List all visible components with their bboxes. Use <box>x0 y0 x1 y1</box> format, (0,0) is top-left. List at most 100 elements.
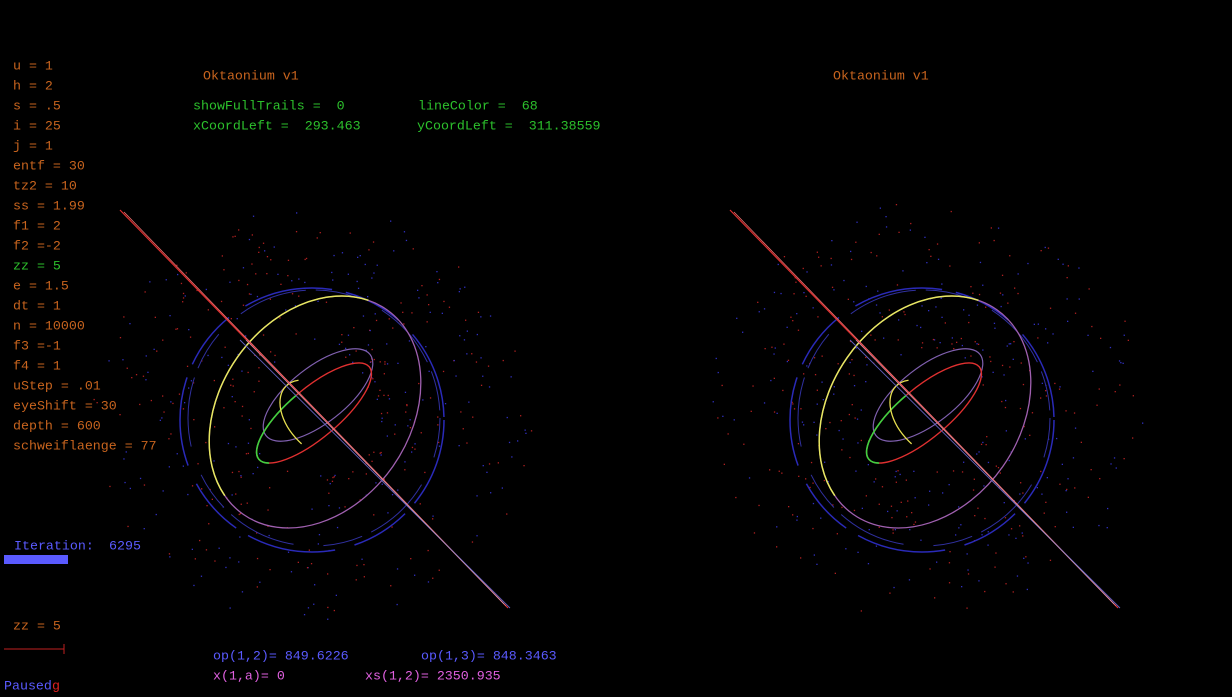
particle <box>936 471 938 473</box>
particle <box>1088 288 1090 290</box>
particle <box>188 329 190 331</box>
particle <box>234 235 236 237</box>
particle <box>404 461 406 463</box>
particle <box>1123 334 1125 336</box>
particle <box>800 408 802 410</box>
particle <box>1040 470 1042 473</box>
particle <box>1120 362 1122 364</box>
particle <box>165 279 167 281</box>
particle <box>194 558 196 560</box>
particle <box>328 492 330 494</box>
particle <box>267 509 269 511</box>
particle <box>1020 482 1022 484</box>
particle <box>717 371 719 374</box>
particle <box>1024 438 1026 440</box>
particle <box>392 327 394 329</box>
particle <box>773 353 775 355</box>
particle <box>942 492 944 494</box>
particle <box>1074 487 1076 489</box>
particle <box>722 415 724 417</box>
app-title: Oktaonium v1 <box>203 69 299 84</box>
particle <box>384 363 386 365</box>
particle <box>172 402 174 405</box>
particle <box>827 481 829 483</box>
particle <box>205 288 207 291</box>
particle <box>248 419 250 421</box>
particle <box>1056 437 1058 440</box>
particle <box>145 355 147 357</box>
particle <box>127 525 129 528</box>
particle <box>256 532 258 534</box>
particle <box>242 267 245 269</box>
particle <box>364 263 366 266</box>
particle <box>391 526 393 528</box>
particle <box>978 451 980 453</box>
particle <box>840 420 842 422</box>
particle <box>150 399 152 402</box>
particle <box>982 349 984 351</box>
particle <box>386 363 389 365</box>
particle <box>296 212 298 214</box>
particle <box>168 553 171 555</box>
particle <box>388 398 391 400</box>
particle <box>269 569 271 571</box>
particle <box>893 586 895 589</box>
particle <box>214 426 216 428</box>
particle <box>511 456 513 458</box>
particle <box>823 479 825 482</box>
particle <box>875 545 878 547</box>
particle <box>482 375 484 377</box>
particle <box>438 441 440 444</box>
particle <box>238 279 240 282</box>
particle <box>855 347 857 349</box>
particle <box>238 561 240 563</box>
particle <box>982 384 984 386</box>
particle <box>291 280 293 282</box>
particle <box>838 429 840 432</box>
particle <box>924 236 926 238</box>
particle <box>381 417 383 419</box>
particle <box>1021 532 1023 534</box>
particle <box>999 472 1001 474</box>
particle <box>1132 395 1134 397</box>
particle <box>797 443 800 445</box>
particle <box>802 267 804 270</box>
particle <box>123 316 125 318</box>
particle <box>1031 412 1034 414</box>
particle <box>335 594 337 596</box>
particle <box>870 251 872 254</box>
particle <box>778 470 780 472</box>
particle <box>250 427 252 430</box>
particle <box>248 238 251 241</box>
particle <box>941 283 943 285</box>
particle <box>825 428 827 430</box>
particle <box>1132 437 1134 439</box>
particle <box>367 296 369 298</box>
particle <box>376 398 378 400</box>
particle <box>1062 263 1064 265</box>
particle <box>976 304 979 306</box>
particle <box>984 517 986 520</box>
particle <box>287 259 290 261</box>
particle <box>1040 397 1042 399</box>
particle <box>325 301 328 303</box>
particle <box>897 470 899 472</box>
particle <box>443 300 445 303</box>
particle <box>1029 434 1031 436</box>
particle <box>974 515 976 517</box>
particle <box>162 490 164 492</box>
particle <box>813 421 815 423</box>
particle <box>1005 399 1007 402</box>
particle <box>502 359 504 362</box>
particle <box>239 513 242 515</box>
particle <box>475 361 478 363</box>
particle <box>1110 463 1112 465</box>
particle <box>995 465 997 467</box>
particle <box>375 482 377 484</box>
particle <box>247 452 249 455</box>
particle <box>221 255 223 257</box>
particle <box>287 551 290 553</box>
particle <box>303 614 306 616</box>
particle <box>902 270 904 272</box>
particle <box>306 567 309 569</box>
